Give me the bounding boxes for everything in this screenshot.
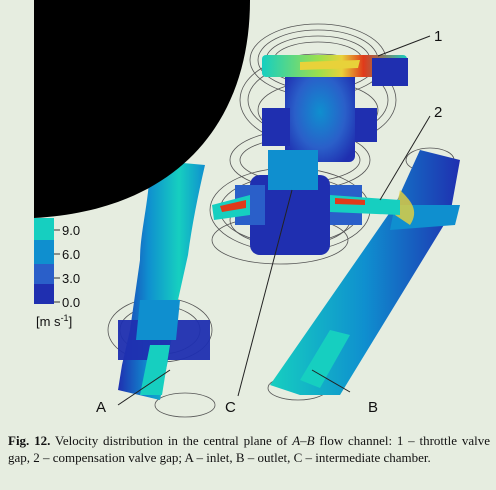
callout-label-2: 2 <box>434 104 442 121</box>
velocity-figure: 9.0 6.0 3.0 0.0 [m s-1] 1 2 A C B <box>34 0 460 418</box>
caption-text-1: Velocity distribution in the central pla… <box>50 433 293 448</box>
occlusion-shape <box>34 0 250 218</box>
legend-tick-3: 3.0 <box>62 271 80 286</box>
legend-tick-0: 0.0 <box>62 295 80 310</box>
compensation-valve-gap <box>212 195 400 220</box>
outlet-pipe <box>270 150 460 395</box>
throttle-valve-gap <box>262 55 408 86</box>
figure-caption: Fig. 12. Velocity distribution in the ce… <box>8 432 490 466</box>
inlet-pipe <box>118 160 210 400</box>
callout-label-c: C <box>225 399 236 416</box>
callout-label-1: 1 <box>434 28 442 45</box>
valve-core <box>235 62 377 255</box>
legend-unit: [m s-1] <box>36 313 72 329</box>
legend-swatch-4 <box>34 284 54 304</box>
legend-swatch-1 <box>34 218 54 240</box>
caption-italic-b: B <box>306 433 315 448</box>
caption-dash: – <box>300 433 307 448</box>
callout-label-b: B <box>368 399 378 416</box>
callout-label-a: A <box>96 399 106 416</box>
legend-tick-6: 6.0 <box>62 247 80 262</box>
legend-colorbar: 9.0 6.0 3.0 0.0 [m s-1] <box>34 218 80 329</box>
legend-tick-9: 9.0 <box>62 223 80 238</box>
caption-label: Fig. 12. <box>8 433 51 448</box>
caption-text-2: flow channel: 1 – throttle valve gap, 2 … <box>8 433 490 465</box>
legend-swatch-2 <box>34 240 54 264</box>
leader-lines <box>117 35 431 406</box>
caption-italic-a: A <box>292 433 301 448</box>
legend-swatch-3 <box>34 264 54 284</box>
